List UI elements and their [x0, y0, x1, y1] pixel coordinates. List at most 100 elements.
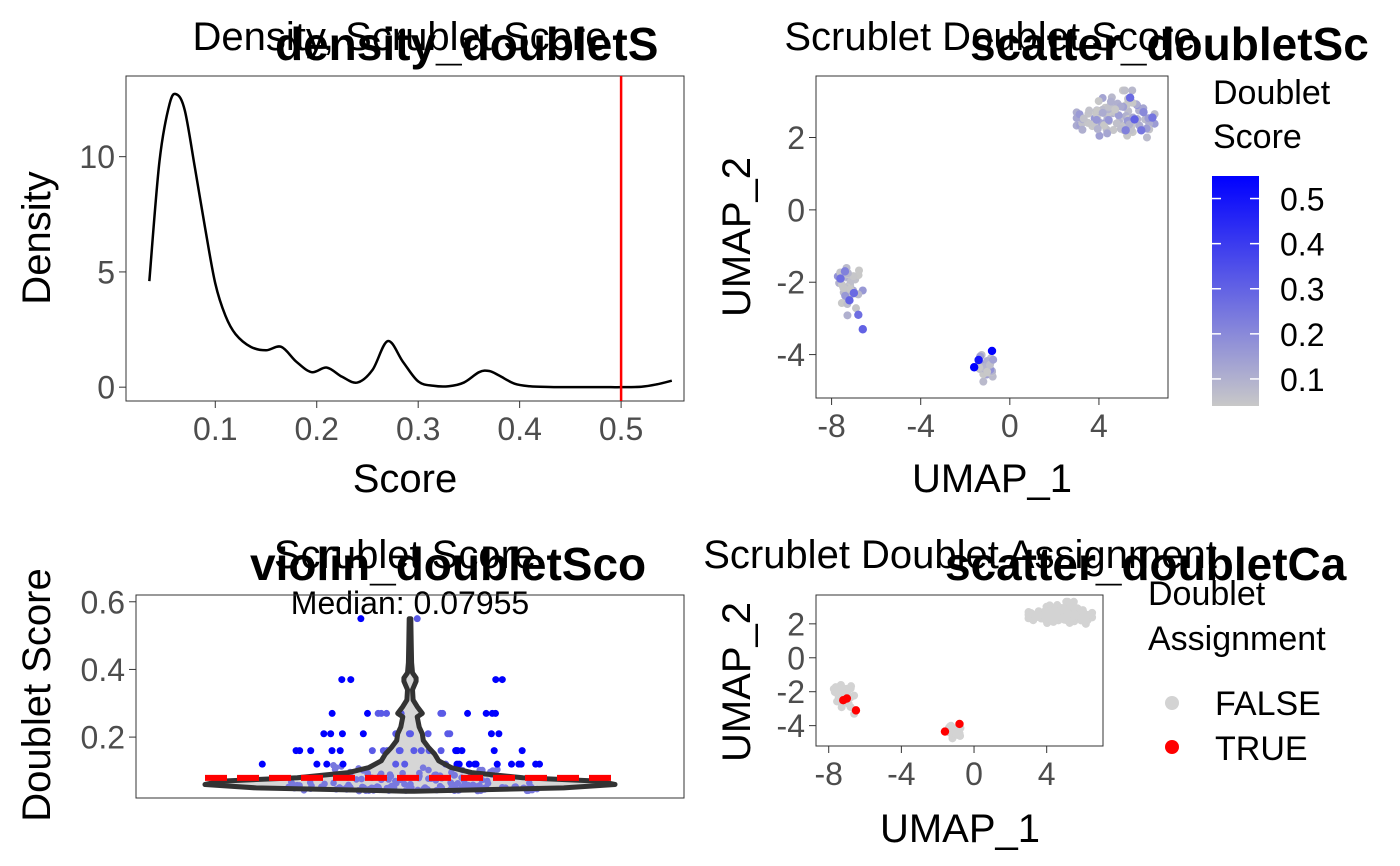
violin-outlier-point	[347, 676, 355, 684]
false-point	[1064, 616, 1073, 625]
score-legend-title-line-2: Score	[1213, 118, 1302, 156]
violin-outlier-point	[368, 747, 376, 755]
call-legend-title-line-1: Doublet	[1148, 575, 1266, 613]
score-scatter-plot-border	[815, 75, 1169, 399]
violin-outlier-point	[492, 709, 500, 717]
high-score-point	[1125, 93, 1135, 102]
false-point	[1077, 616, 1086, 625]
score-scatter-panel: Scrublet Doublet Score scatter_doubletSc…	[715, 15, 1369, 501]
violin-outlier-point	[508, 760, 516, 768]
cell-point	[1085, 106, 1094, 115]
high-score-point	[1137, 126, 1146, 135]
density-plot-border	[125, 75, 685, 402]
score-scatter-ytick-label: 0	[787, 192, 805, 228]
violin-cell-point	[386, 771, 394, 778]
cell-point	[1106, 97, 1115, 106]
high-score-point	[836, 274, 845, 283]
violin-outlier-point	[364, 709, 372, 717]
density-xtick-label: 0.1	[193, 411, 237, 447]
score-colorbar-ticks: 0.5 0.4 0.3 0.2 0.1	[1212, 182, 1324, 398]
call-scatter-ylabel: UMAP_2	[715, 602, 759, 762]
high-score-point	[1139, 107, 1148, 117]
violin-outlier-point	[413, 615, 421, 623]
cell-point	[989, 355, 998, 364]
violin-outlier-point	[328, 747, 336, 755]
call-scatter-ytick-label: 0	[787, 640, 805, 676]
cell-point	[1120, 86, 1129, 95]
call-scatter-xtick-label: 4	[1038, 756, 1056, 792]
violin-outlier-point	[492, 676, 500, 684]
violin-outlier-point	[407, 730, 415, 738]
violin-cell-point	[289, 780, 296, 788]
violin-outlier-point	[471, 760, 479, 768]
violin-title: Scrublet Score	[274, 533, 536, 577]
density-ytick-label: 0	[97, 370, 115, 406]
violin-ylabel: Doublet Score	[15, 568, 59, 821]
violin-outlier-point	[424, 730, 432, 738]
call-scatter-ytick-label: 2	[787, 606, 805, 642]
score-scatter-xlabel: UMAP_1	[912, 457, 1072, 501]
cell-point	[852, 304, 861, 313]
violin-ytick-label: 0.2	[81, 720, 125, 756]
violin-body	[205, 618, 615, 792]
density-ytick-label: 5	[97, 254, 115, 290]
violin-cell-point	[526, 779, 533, 787]
violin-outlier-point	[482, 709, 490, 717]
colorbar-label: 0.1	[1280, 362, 1324, 398]
violin-outlier-point	[327, 730, 335, 738]
call-scatter-xtick-label: 0	[965, 756, 983, 792]
violin-cell-point	[364, 769, 372, 777]
violin-outlier-point	[465, 760, 473, 768]
true-point	[955, 719, 964, 729]
violin-outlier-point	[258, 760, 266, 768]
violin-outlier-point	[383, 709, 391, 717]
violin-outlier-point	[439, 709, 447, 717]
false-point	[835, 682, 844, 691]
colorbar-label: 0.4	[1280, 227, 1324, 263]
violin-outlier-point	[495, 730, 503, 738]
score-scatter-ytick-label: -2	[777, 265, 805, 301]
score-scatter-xtick-label: -8	[817, 408, 845, 444]
violin-cell-point	[399, 769, 406, 777]
legend-label-true: TRUE	[1215, 730, 1308, 768]
violin-cell-point	[401, 780, 408, 788]
density-xtick-label: 0.2	[294, 411, 338, 447]
violin-outlier-point	[339, 760, 347, 768]
density-xtick-label: 0.4	[497, 411, 541, 447]
true-point	[940, 727, 950, 736]
density-panel: Density, Scrublet Score density_doubletS…	[15, 15, 685, 501]
cell-point	[983, 367, 992, 376]
score-legend-title-line-1: Doublet	[1213, 74, 1331, 112]
colorbar-label: 0.2	[1280, 317, 1324, 353]
cell-point	[1114, 111, 1123, 120]
cell-point	[839, 283, 848, 292]
score-scatter-ytick-label: -4	[777, 337, 805, 373]
cell-point	[1100, 121, 1109, 130]
violin-outlier-point	[336, 747, 344, 755]
violin-outlier-point	[417, 747, 425, 755]
true-point	[842, 694, 852, 703]
violin-outlier-point	[395, 747, 403, 755]
density-xlabel: Score	[353, 457, 458, 501]
cell-point	[1093, 125, 1102, 134]
cell-point	[979, 377, 988, 386]
violin-ytick-label: 0.6	[81, 584, 125, 620]
violin-outlier-point	[490, 747, 498, 755]
false-point	[1049, 617, 1058, 626]
false-point	[1079, 607, 1088, 616]
score-scatter-marks: -8 -4 0 4 -4 -2 0 2	[777, 86, 1159, 444]
violin-outlier-point	[313, 760, 321, 768]
call-scatter-tag: scatter_doubletCa	[945, 538, 1347, 590]
cell-point	[1109, 126, 1118, 135]
score-scatter-xtick-label: 4	[1090, 408, 1108, 444]
violin-cell-point	[447, 779, 455, 786]
colorbar-label: 0.5	[1280, 182, 1324, 218]
violin-cell-point	[358, 775, 365, 783]
violin-tag: violin_doubletSco	[250, 538, 646, 590]
high-score-point	[974, 355, 983, 365]
violin-outlier-point	[487, 730, 495, 738]
violin-cell-point	[436, 782, 444, 790]
violin-outlier-point	[455, 760, 463, 768]
call-scatter-ytick-label: -2	[777, 674, 805, 710]
